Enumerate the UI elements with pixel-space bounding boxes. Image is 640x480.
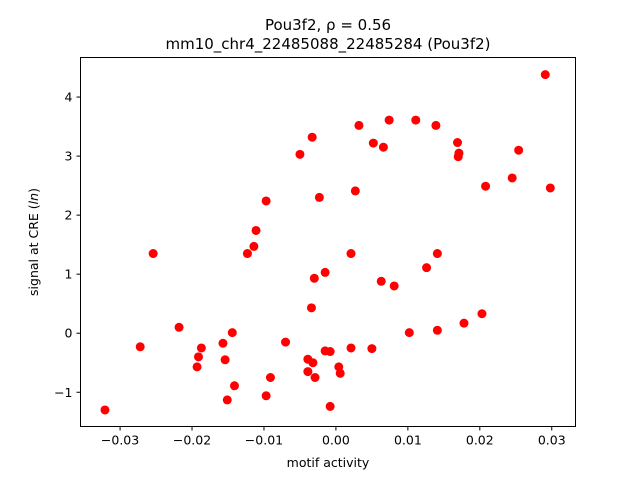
data-point — [376, 276, 386, 286]
x-axis: −0.03 −0.02 −0.01 0.00 0.01 0.02 0.03 — [101, 426, 566, 448]
x-tick-label: 0.01 — [394, 433, 422, 448]
data-point — [303, 367, 313, 377]
data-point — [218, 338, 228, 348]
data-point — [308, 358, 318, 368]
data-point — [477, 309, 487, 319]
data-point — [350, 186, 360, 196]
y-tick-label: −1 — [54, 385, 72, 400]
data-point — [220, 355, 230, 365]
data-point — [378, 142, 388, 152]
data-point — [314, 192, 324, 202]
x-tick-label: 0.03 — [538, 433, 566, 448]
data-point — [368, 138, 378, 148]
y-tick-label: 3 — [65, 149, 73, 164]
data-point — [454, 148, 464, 158]
data-point — [193, 352, 203, 362]
data-point — [325, 347, 335, 357]
x-tick-label: −0.03 — [101, 433, 139, 448]
data-point — [367, 344, 377, 354]
data-point — [265, 373, 275, 382]
data-point — [100, 405, 110, 415]
data-point — [148, 249, 158, 259]
x-tick-label: 0.00 — [322, 433, 350, 448]
data-point — [346, 249, 356, 259]
data-point — [346, 343, 356, 353]
x-tick-label: −0.01 — [245, 433, 283, 448]
y-axis-label-prefix: signal at CRE ( — [26, 204, 41, 296]
chart-title: Pou3f2, ρ = 0.56 — [265, 16, 391, 34]
data-point — [295, 149, 305, 159]
y-tick-label: 4 — [65, 90, 73, 105]
plot-area-frame — [80, 57, 576, 427]
data-point — [335, 368, 345, 378]
data-point — [249, 241, 259, 251]
data-point — [227, 328, 237, 338]
data-point — [432, 249, 442, 259]
data-point — [453, 138, 463, 148]
data-point — [404, 328, 414, 338]
data-point — [384, 115, 394, 125]
data-point — [431, 120, 441, 130]
data-point — [135, 342, 145, 352]
data-point — [459, 318, 469, 328]
data-point — [251, 225, 261, 235]
data-point — [540, 70, 550, 80]
y-tick-label: 0 — [65, 326, 73, 341]
y-axis: −1 0 1 2 3 4 — [54, 90, 81, 400]
data-point — [514, 145, 524, 155]
data-point — [320, 267, 330, 277]
data-point — [222, 395, 232, 405]
data-point — [354, 120, 364, 130]
data-point — [432, 325, 442, 335]
x-tick-label: −0.02 — [173, 433, 211, 448]
data-point — [281, 337, 291, 347]
data-point — [242, 249, 252, 259]
y-axis-label-italic: ln — [26, 193, 41, 204]
data-point — [481, 181, 491, 191]
data-point — [389, 281, 399, 291]
data-point — [545, 183, 555, 193]
x-axis-label: motif activity — [287, 455, 370, 470]
x-tick-label: 0.02 — [466, 433, 494, 448]
y-axis-label: signal at CRE (ln) — [26, 188, 41, 296]
data-point — [422, 263, 432, 273]
data-point — [192, 362, 202, 372]
data-point — [507, 173, 517, 183]
data-point — [261, 391, 271, 401]
data-point — [411, 115, 421, 125]
data-point — [229, 381, 239, 391]
data-point — [309, 273, 319, 283]
data-point — [310, 373, 320, 382]
y-axis-label-suffix: ) — [26, 188, 41, 193]
data-point — [261, 196, 271, 206]
data-point — [196, 343, 206, 353]
data-point — [174, 322, 184, 332]
data-point — [325, 401, 335, 411]
y-tick-label: 1 — [65, 267, 73, 282]
data-point — [306, 303, 316, 313]
y-tick-label: 2 — [65, 208, 73, 223]
chart-subtitle: mm10_chr4_22485088_22485284 (Pou3f2) — [165, 35, 490, 54]
data-points — [100, 70, 555, 415]
data-point — [307, 132, 317, 142]
